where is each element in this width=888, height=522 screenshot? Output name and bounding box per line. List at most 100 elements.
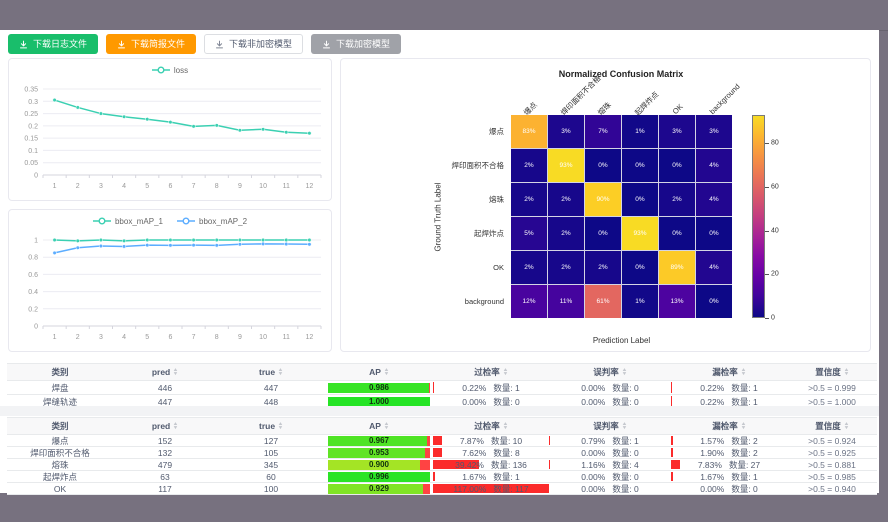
- legend-item-bbox_mAP_2[interactable]: bbox_mAP_2: [177, 216, 247, 226]
- rate-text: 117.00% 数量: 117: [453, 483, 528, 495]
- rate-text: 1.67% 数量: 1: [700, 471, 758, 483]
- miss-rate-cell: 7.83% 数量: 27: [671, 459, 787, 470]
- rate-pct: 0.00%: [700, 483, 725, 494]
- sort-icon[interactable]: ▲ ▼: [740, 367, 747, 377]
- miss-rate-cell: 0.22% 数量: 1: [671, 381, 787, 394]
- sort-icon[interactable]: ▲ ▼: [502, 367, 509, 377]
- over-rate-cell: 0.00% 数量: 0: [433, 395, 549, 408]
- column-header-8[interactable]: 置信度 ▲ ▼: [787, 364, 877, 380]
- misjudge-rate-cell: 1.16% 数量: 4: [549, 459, 671, 470]
- column-header-6[interactable]: 误判率 ▲ ▼: [549, 364, 671, 380]
- rate-count: 数量: 1: [493, 471, 520, 482]
- svg-text:0.1: 0.1: [28, 148, 38, 155]
- download-log-button[interactable]: 下载日志文件: [8, 34, 99, 54]
- svg-text:5: 5: [145, 334, 149, 341]
- svg-text:6: 6: [168, 334, 172, 341]
- pred-cell: 63: [160, 471, 170, 482]
- svg-text:11: 11: [283, 183, 290, 190]
- column-header-4[interactable]: AP ▲ ▼: [325, 364, 433, 380]
- over-rate-cell: 39.42% 数量: 136: [433, 459, 549, 470]
- button-label: 下载日志文件: [33, 38, 88, 49]
- sort-icon[interactable]: ▲ ▼: [740, 421, 747, 431]
- svg-text:5: 5: [145, 183, 149, 190]
- map-chart-legend: bbox_mAP_1 bbox_mAP_2: [9, 210, 331, 232]
- matrix-row-label: 爆点: [489, 127, 504, 136]
- sort-icon[interactable]: ▲ ▼: [277, 367, 284, 377]
- matrix-cell: 7%: [585, 115, 621, 148]
- rate-text: 0.79% 数量: 1: [581, 435, 639, 447]
- rate-count: 数量: 0: [731, 483, 758, 494]
- rate-text: 1.57% 数量: 2: [700, 435, 758, 447]
- colorbar-tick: [765, 230, 769, 232]
- svg-text:0.15: 0.15: [24, 136, 38, 143]
- svg-text:0.3: 0.3: [28, 99, 38, 106]
- download-encrypted-model-button[interactable]: 下载加密模型: [311, 34, 402, 54]
- column-header-6[interactable]: 误判率 ▲ ▼: [549, 418, 671, 434]
- ap-bar-fill: [328, 396, 430, 407]
- matrix-cell: 93%: [622, 217, 658, 250]
- colorbar-tick-label: 0: [771, 314, 775, 322]
- sort-icon[interactable]: ▲ ▼: [621, 421, 628, 431]
- rate-pct: 0.00%: [581, 447, 606, 458]
- column-header-3[interactable]: true ▲ ▼: [217, 364, 325, 380]
- column-header-2[interactable]: pred ▲ ▼: [113, 418, 217, 434]
- pred-cell: 152: [157, 435, 173, 446]
- rate-pct: 1.90%: [700, 447, 725, 458]
- misjudge-rate-cell: 0.00% 数量: 0: [549, 483, 671, 494]
- column-header-2[interactable]: pred ▲ ▼: [113, 364, 217, 380]
- rate-pct: 0.00%: [581, 382, 606, 393]
- legend-item-loss[interactable]: loss: [151, 65, 189, 75]
- ap-bar: 0.986: [328, 382, 430, 393]
- column-header-1: 类别: [7, 364, 113, 380]
- ap-bar-fill: [328, 382, 429, 393]
- toolbar: 下载日志文件 下载简报文件 下载非加密模型 下载加密模型: [8, 34, 402, 54]
- ap-bar: 0.953: [328, 447, 430, 458]
- rate-text: 1.16% 数量: 4: [581, 459, 639, 471]
- legend-label: loss: [173, 65, 189, 75]
- matrix-cell: 1%: [622, 285, 658, 318]
- sort-icon[interactable]: ▲ ▼: [843, 421, 850, 431]
- column-header-4[interactable]: AP ▲ ▼: [325, 418, 433, 434]
- column-header-5[interactable]: 过检率 ▲ ▼: [433, 418, 549, 434]
- column-header-8[interactable]: 置信度 ▲ ▼: [787, 418, 877, 434]
- ap-bar: 1.000: [328, 396, 430, 407]
- matrix-cell: 0%: [696, 217, 732, 250]
- rate-bar: [433, 472, 435, 481]
- column-header-label: 漏检率: [712, 421, 738, 431]
- svg-text:9: 9: [238, 183, 242, 190]
- sort-icon[interactable]: ▲ ▼: [383, 367, 390, 377]
- column-header-5[interactable]: 过检率 ▲ ▼: [433, 364, 549, 380]
- rate-pct: 117.00%: [453, 483, 487, 494]
- legend-item-bbox_mAP_1[interactable]: bbox_mAP_1: [92, 216, 163, 226]
- column-header-label: true: [258, 367, 276, 377]
- svg-text:0.2: 0.2: [28, 123, 38, 130]
- sort-icon[interactable]: ▲ ▼: [172, 421, 179, 431]
- sort-icon[interactable]: ▲ ▼: [502, 421, 509, 431]
- rate-text: 39.42% 数量: 136: [455, 459, 527, 471]
- sort-icon[interactable]: ▲ ▼: [277, 421, 284, 431]
- download-brief-button[interactable]: 下载简报文件: [106, 34, 197, 54]
- matrix-cell: 2%: [548, 183, 584, 216]
- column-header-3[interactable]: true ▲ ▼: [217, 418, 325, 434]
- sort-icon[interactable]: ▲ ▼: [621, 367, 628, 377]
- rate-count: 数量: 0: [612, 447, 639, 458]
- rate-pct: 7.62%: [462, 447, 487, 458]
- matrix-cell: 2%: [511, 251, 547, 284]
- svg-text:0.8: 0.8: [28, 255, 38, 262]
- misjudge-rate-cell: 0.00% 数量: 0: [549, 447, 671, 458]
- column-header-7[interactable]: 漏检率 ▲ ▼: [671, 418, 787, 434]
- ap-value: 0.986: [368, 383, 390, 392]
- svg-text:8: 8: [215, 334, 219, 341]
- colorbar-tick: [765, 187, 769, 189]
- sort-icon[interactable]: ▲ ▼: [383, 421, 390, 431]
- matrix-cell: 4%: [696, 251, 732, 284]
- confusion-matrix-title: Normalized Confusion Matrix: [558, 69, 684, 79]
- dashboard-page: 下载日志文件 下载简报文件 下载非加密模型 下载加密模型 loss 0 0.05 0.1 0…: [0, 30, 879, 495]
- sort-icon[interactable]: ▲ ▼: [172, 367, 179, 377]
- svg-text:3: 3: [99, 334, 103, 341]
- sort-icon[interactable]: ▲ ▼: [843, 367, 850, 377]
- download-plain-model-button[interactable]: 下载非加密模型: [204, 34, 304, 54]
- svg-text:6: 6: [168, 183, 172, 190]
- column-header-7[interactable]: 漏检率 ▲ ▼: [671, 364, 787, 380]
- rate-pct: 0.22%: [700, 396, 725, 407]
